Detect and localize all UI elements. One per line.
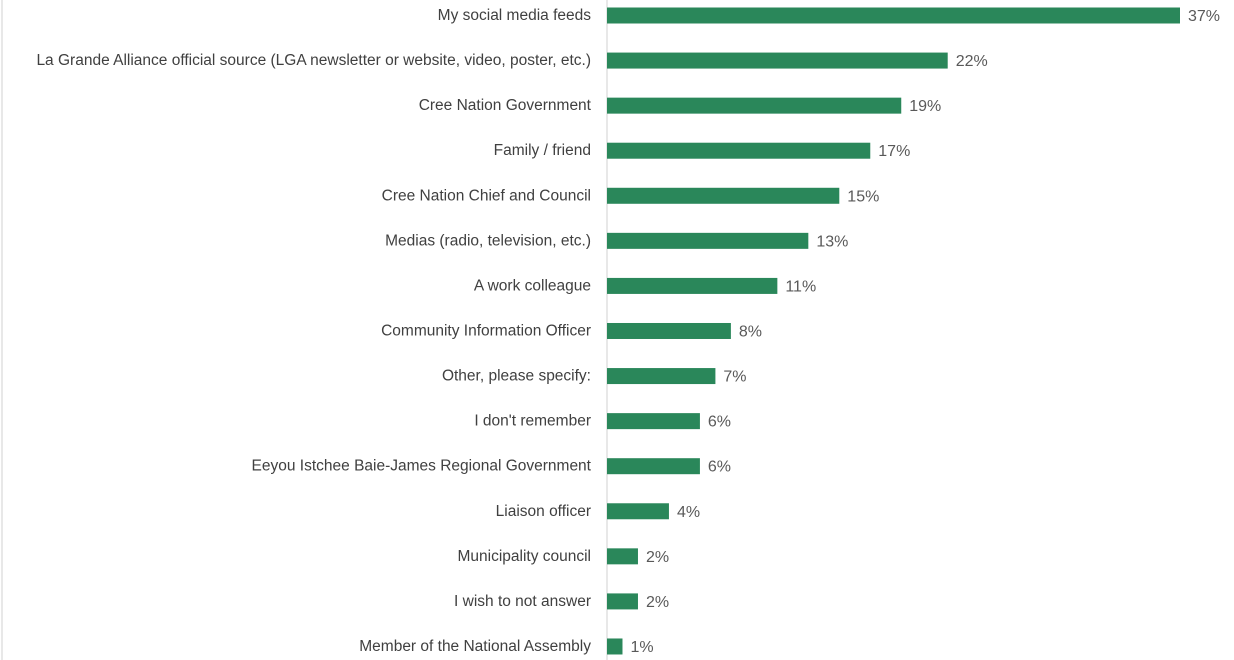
bar [607, 322, 731, 339]
bar [607, 142, 871, 159]
bar-row: I wish to not answer 2% [454, 593, 669, 611]
category-label: La Grande Alliance official source (LGA … [36, 52, 591, 69]
bar [607, 368, 716, 385]
value-label: 7% [723, 369, 746, 386]
bar-row: A work colleague 11% [474, 277, 816, 295]
bar [607, 458, 700, 475]
category-label: Liaison officer [496, 503, 591, 520]
value-label: 37% [1188, 8, 1220, 25]
value-label: 4% [677, 504, 700, 521]
bar [607, 548, 638, 565]
bar [607, 277, 778, 294]
value-label: 6% [708, 414, 731, 431]
category-label: Eeyou Istchee Baie-James Regional Govern… [252, 458, 592, 475]
value-label: 8% [739, 323, 762, 340]
category-label: Cree Nation Chief and Council [382, 187, 591, 204]
bar [607, 52, 948, 69]
value-label: 1% [630, 639, 653, 656]
value-label: 2% [646, 594, 669, 611]
bar-row: Family / friend 17% [494, 142, 911, 160]
bar-row: Member of the National Assembly 1% [359, 638, 653, 656]
bar-row: I don't remember 6% [474, 413, 731, 431]
bar [607, 97, 902, 114]
bar [607, 232, 809, 249]
bar [607, 187, 840, 204]
bar-row: La Grande Alliance official source (LGA … [36, 52, 987, 70]
bar-row: Municipality council 2% [457, 548, 669, 566]
value-label: 22% [956, 53, 988, 70]
value-label: 13% [816, 233, 848, 250]
bar-row: Cree Nation Government 19% [419, 97, 942, 115]
category-label: A work colleague [474, 277, 591, 294]
bar-row: My social media feeds 37% [438, 7, 1220, 25]
category-label: Other, please specify: [442, 368, 591, 385]
bar-row: Community Information Officer 8% [381, 322, 762, 340]
category-label: Community Information Officer [381, 322, 591, 339]
value-label: 17% [878, 143, 910, 160]
category-label: Cree Nation Government [419, 97, 592, 114]
bar [607, 503, 669, 520]
category-label: Municipality council [457, 548, 591, 565]
value-label: 2% [646, 549, 669, 566]
bar [607, 638, 623, 655]
bar-row: Liaison officer 4% [496, 503, 700, 521]
bar [607, 593, 638, 610]
bar [607, 7, 1180, 24]
bar-row: Medias (radio, television, etc.) 13% [385, 232, 848, 250]
bar-row: Other, please specify: 7% [442, 368, 747, 386]
category-label: My social media feeds [438, 7, 592, 24]
category-label: Member of the National Assembly [359, 638, 591, 655]
bar-row: Cree Nation Chief and Council 15% [382, 187, 880, 205]
value-label: 6% [708, 459, 731, 476]
value-label: 11% [785, 278, 816, 295]
value-label: 15% [847, 188, 879, 205]
category-label: Medias (radio, television, etc.) [385, 232, 591, 249]
bar [607, 413, 700, 430]
category-label: I don't remember [474, 413, 591, 430]
value-label: 19% [909, 98, 941, 115]
bar-row: Eeyou Istchee Baie-James Regional Govern… [252, 458, 732, 476]
category-label: I wish to not answer [454, 593, 591, 610]
category-label: Family / friend [494, 142, 591, 159]
